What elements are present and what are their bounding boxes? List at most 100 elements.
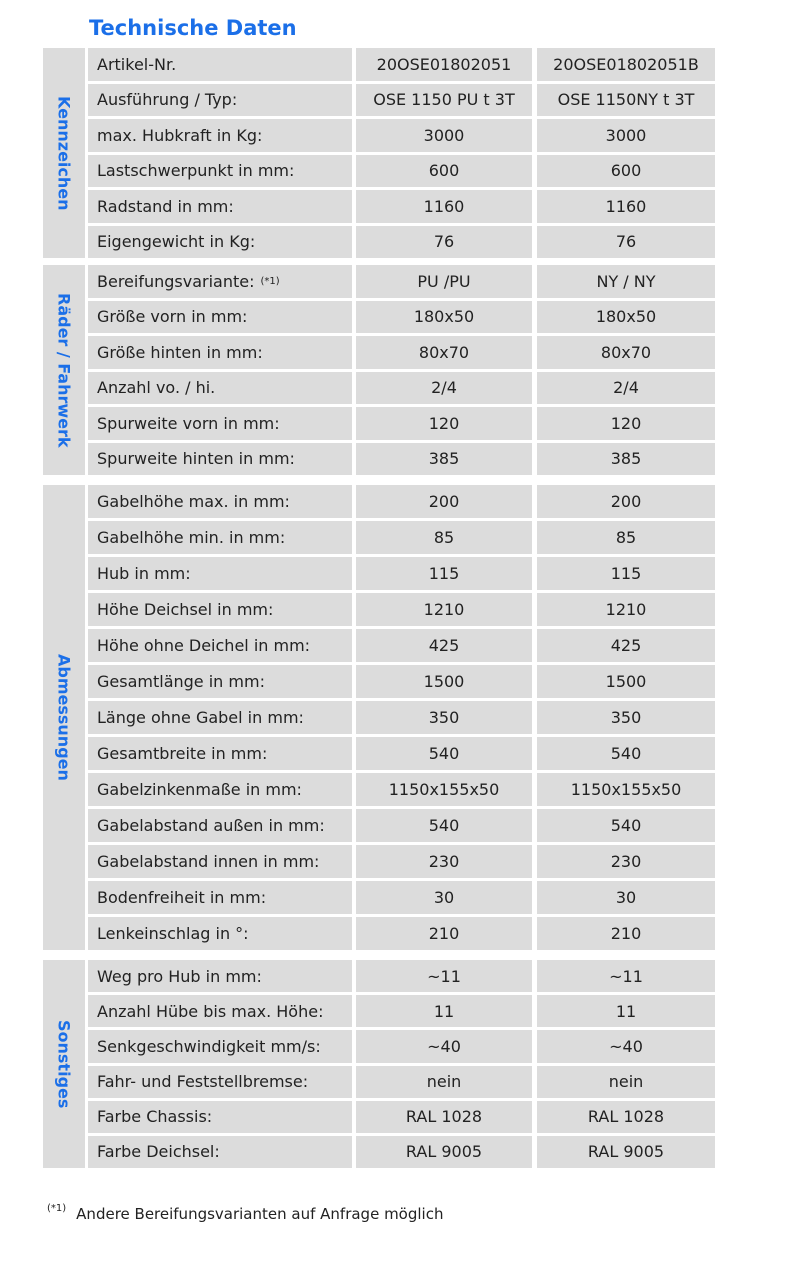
- value-cell: 1210: [356, 593, 532, 626]
- cell-text: 540: [610, 744, 642, 763]
- cell-text: Höhe ohne Deichel in mm:: [97, 636, 311, 655]
- label-cell: Artikel-Nr.: [88, 48, 352, 81]
- label-cell: Größe vorn in mm:: [88, 300, 352, 333]
- label-cell: Hub in mm:: [88, 557, 352, 590]
- label-cell: Gesamtlänge in mm:: [88, 665, 352, 698]
- label-cell: Gabelhöhe min. in mm:: [88, 521, 352, 554]
- group-label: Räder / Fahrwerk: [43, 265, 85, 475]
- table-row: Lastschwerpunkt in mm: 600 600: [88, 154, 715, 187]
- cell-text: Farbe Chassis:: [97, 1107, 213, 1127]
- table-row: Eigengewicht in Kg: 76 76: [88, 225, 715, 258]
- cell-text: Gesamtlänge in mm:: [97, 672, 265, 691]
- cell-text: 425: [428, 636, 460, 655]
- cell-text: Radstand in mm:: [97, 196, 234, 216]
- table-row: Gabelabstand innen in mm: 230 230: [88, 845, 715, 878]
- cell-text: Gabelabstand außen in mm:: [97, 816, 325, 835]
- cell-text: 80x70: [600, 342, 652, 362]
- value-cell: 2/4: [356, 371, 532, 404]
- label-cell: Fahr- und Feststellbremse:: [88, 1065, 352, 1098]
- value-cell: ~11: [356, 960, 532, 993]
- group-sonstiges: Sonstiges Weg pro Hub in mm: ~11 ~11 Anzahl …: [43, 960, 715, 1169]
- cell-text: 1210: [423, 600, 465, 619]
- label-cell: Gabelhöhe max. in mm:: [88, 485, 352, 518]
- cell-text: Lastschwerpunkt in mm:: [97, 161, 295, 181]
- value-cell: 1500: [537, 665, 715, 698]
- cell-text: Gabelzinkenmaße in mm:: [97, 780, 302, 799]
- cell-text: 3000: [605, 125, 647, 145]
- group-rows: Gabelhöhe max. in mm: 200 200 Gabelhöhe min…: [88, 485, 715, 950]
- group-rows: Weg pro Hub in mm: ~11 ~11 Anzahl Hübe bis …: [88, 960, 715, 1169]
- value-cell: 210: [356, 917, 532, 950]
- group-abmessungen: Abmessungen Gabelhöhe max. in mm: 200 200 Ga…: [43, 485, 715, 950]
- group-rows: Artikel-Nr. 20OSE01802051 20OSE01802051B Au…: [88, 48, 715, 258]
- table-row: Fahr- und Feststellbremse: nein nein: [88, 1065, 715, 1098]
- group-kennzeichen: Kennzeichen Artikel-Nr. 20OSE01802051 20OSE…: [43, 48, 715, 258]
- cell-text: 425: [610, 636, 642, 655]
- cell-text: 2/4: [431, 378, 457, 398]
- cell-text: Farbe Deichsel:: [97, 1142, 220, 1162]
- cell-text: 230: [610, 852, 642, 871]
- value-cell: 230: [356, 845, 532, 878]
- label-cell: Gabelabstand innen in mm:: [88, 845, 352, 878]
- value-cell: 76: [356, 225, 532, 258]
- cell-text: Senkgeschwindigkeit mm/s:: [97, 1036, 321, 1056]
- value-cell: 120: [537, 407, 715, 440]
- value-cell: 2/4: [537, 371, 715, 404]
- value-cell: 385: [537, 442, 715, 475]
- value-cell: 115: [537, 557, 715, 590]
- cell-text: 210: [610, 924, 642, 943]
- cell-text: Gesamtbreite in mm:: [97, 744, 268, 763]
- cell-text: 1500: [423, 672, 465, 691]
- value-cell: 425: [356, 629, 532, 662]
- cell-text: PU /PU: [417, 271, 471, 291]
- label-cell: Anzahl vo. / hi.: [88, 371, 352, 404]
- table-row: Anzahl Hübe bis max. Höhe: 11 11: [88, 995, 715, 1028]
- value-cell: RAL 1028: [356, 1100, 532, 1133]
- footnote-ref: (*1): [260, 275, 280, 287]
- cell-text: ~11: [427, 966, 461, 986]
- value-cell: 20OSE01802051B: [537, 48, 715, 81]
- label-cell: Radstand in mm:: [88, 190, 352, 223]
- value-cell: 30: [537, 881, 715, 914]
- value-cell: 120: [356, 407, 532, 440]
- cell-text: max. Hubkraft in Kg:: [97, 125, 263, 145]
- cell-text: RAL 1028: [405, 1107, 483, 1127]
- cell-text: Weg pro Hub in mm:: [97, 966, 262, 986]
- cell-text: 600: [610, 161, 642, 181]
- group-label-text: Sonstiges: [54, 1019, 74, 1109]
- table-row: Hub in mm: 115 115: [88, 557, 715, 590]
- group-label: Kennzeichen: [43, 48, 85, 258]
- cell-text: 1160: [605, 196, 647, 216]
- cell-text: 20OSE01802051: [376, 54, 512, 74]
- value-cell: 200: [356, 485, 532, 518]
- value-cell: 1160: [356, 190, 532, 223]
- cell-text: OSE 1150NY t 3T: [557, 90, 695, 110]
- label-cell: Bereifungsvariante: (*1): [88, 265, 352, 298]
- table-row: Bodenfreiheit in mm: 30 30: [88, 881, 715, 914]
- label-cell: Gabelzinkenmaße in mm:: [88, 773, 352, 806]
- cell-text: 200: [428, 492, 460, 511]
- cell-text: 540: [428, 744, 460, 763]
- group-label: Sonstiges: [43, 960, 85, 1168]
- cell-text: Ausführung / Typ:: [97, 90, 238, 110]
- value-cell: 230: [537, 845, 715, 878]
- table-row: Bereifungsvariante: (*1) PU /PU NY / NY: [88, 265, 715, 298]
- table-row: Größe hinten in mm: 80x70 80x70: [88, 336, 715, 369]
- cell-text: 180x50: [413, 307, 475, 327]
- cell-text: 385: [610, 449, 642, 469]
- cell-text: nein: [426, 1072, 462, 1092]
- value-cell: RAL 1028: [537, 1100, 715, 1133]
- value-cell: 11: [356, 995, 532, 1028]
- value-cell: 76: [537, 225, 715, 258]
- cell-text: 80x70: [418, 342, 470, 362]
- cell-text: Gabelhöhe max. in mm:: [97, 492, 290, 511]
- value-cell: 180x50: [537, 300, 715, 333]
- value-cell: 350: [356, 701, 532, 734]
- cell-text: Größe vorn in mm:: [97, 307, 248, 327]
- cell-text: Eigengewicht in Kg:: [97, 232, 256, 252]
- value-cell: 350: [537, 701, 715, 734]
- table-row: Spurweite hinten in mm: 385 385: [88, 442, 715, 475]
- cell-text: ~11: [609, 966, 643, 986]
- cell-text: Bodenfreiheit in mm:: [97, 888, 267, 907]
- table-row: Höhe ohne Deichel in mm: 425 425: [88, 629, 715, 662]
